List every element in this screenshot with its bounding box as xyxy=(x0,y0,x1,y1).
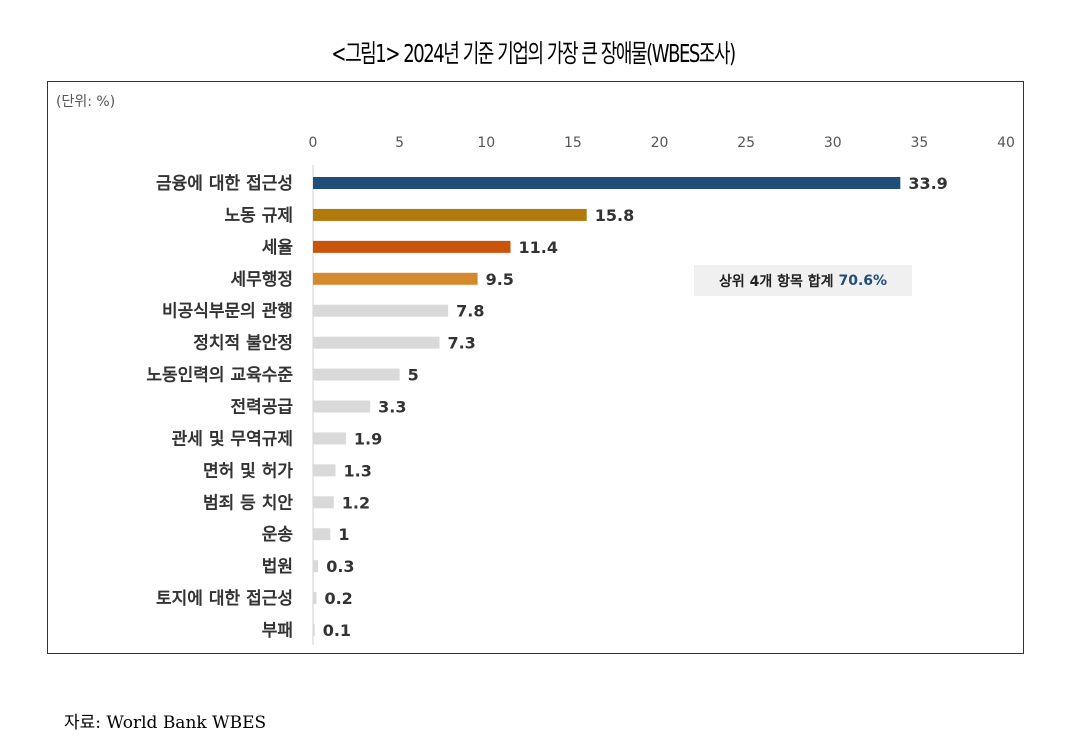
chart-frame xyxy=(47,81,1024,654)
annotation-label: 상위 4개 항목 합계 xyxy=(718,273,834,290)
data-label: 1.2 xyxy=(342,493,370,512)
category-label: 법원 xyxy=(262,557,293,577)
category-label: 토지에 대한 접근성 xyxy=(156,589,293,609)
category-label: 비공식부문의 관행 xyxy=(162,302,293,322)
category-label: 관세 및 무역규제 xyxy=(172,429,293,449)
category-label: 전력공급 xyxy=(230,398,293,418)
data-label: 0.1 xyxy=(323,621,351,640)
category-label: 세무행정 xyxy=(230,270,293,290)
category-label: 노동인력의 교육수준 xyxy=(146,366,293,386)
bar xyxy=(313,208,587,221)
data-label: 7.8 xyxy=(456,302,484,321)
x-tick-label: 20 xyxy=(651,135,669,151)
x-tick-label: 5 xyxy=(395,135,404,151)
x-tick-label: 30 xyxy=(824,135,842,151)
data-label: 1.3 xyxy=(344,461,372,480)
category-label: 부패 xyxy=(262,621,293,641)
data-label: 1.9 xyxy=(354,429,382,448)
category-label: 운송 xyxy=(262,525,294,545)
x-tick-label: 0 xyxy=(309,135,318,151)
category-label: 노동 규제 xyxy=(225,206,293,226)
annotation-box: 상위 4개 항목 합계 70.6% xyxy=(694,265,912,296)
bar xyxy=(313,304,449,317)
x-tick-label: 10 xyxy=(477,135,495,151)
annotation-value: 70.6% xyxy=(838,272,888,289)
chart-title: <그림1> 2024년 기준 기업의 가장 큰 장애물(WBES조사) xyxy=(331,39,737,68)
category-label: 세율 xyxy=(262,238,294,258)
bar xyxy=(313,177,901,189)
bar xyxy=(313,560,319,573)
data-label: 0.3 xyxy=(326,557,354,576)
category-label: 금융에 대한 접근성 xyxy=(156,174,293,194)
unit-label: (단위: %) xyxy=(56,94,116,110)
source-note: 자료: World Bank WBES xyxy=(64,713,267,733)
data-label: 5 xyxy=(408,366,419,385)
category-label: 정치적 불안정 xyxy=(193,334,293,354)
bar xyxy=(313,592,317,605)
data-label: 1 xyxy=(338,525,349,544)
x-tick-label: 25 xyxy=(737,135,755,151)
data-label: 11.4 xyxy=(519,238,558,257)
data-label: 9.5 xyxy=(486,270,514,289)
bar xyxy=(313,368,400,381)
bar xyxy=(313,496,334,509)
bar xyxy=(313,528,331,541)
x-tick-label: 15 xyxy=(564,135,582,151)
category-label: 면허 및 허가 xyxy=(203,461,293,481)
bar xyxy=(313,624,315,637)
x-tick-label: 35 xyxy=(910,135,928,151)
bar xyxy=(313,432,346,445)
data-label: 15.8 xyxy=(595,206,634,225)
data-label: 7.3 xyxy=(447,334,475,353)
data-label: 3.3 xyxy=(378,398,406,417)
data-label: 0.2 xyxy=(324,589,352,608)
bar xyxy=(313,272,478,285)
bar xyxy=(313,336,440,349)
x-tick-label: 40 xyxy=(997,135,1015,151)
data-label: 33.9 xyxy=(908,174,947,193)
bar xyxy=(313,240,511,253)
bar xyxy=(313,464,336,477)
bar xyxy=(313,400,371,413)
category-label: 범죄 등 치안 xyxy=(203,493,293,513)
